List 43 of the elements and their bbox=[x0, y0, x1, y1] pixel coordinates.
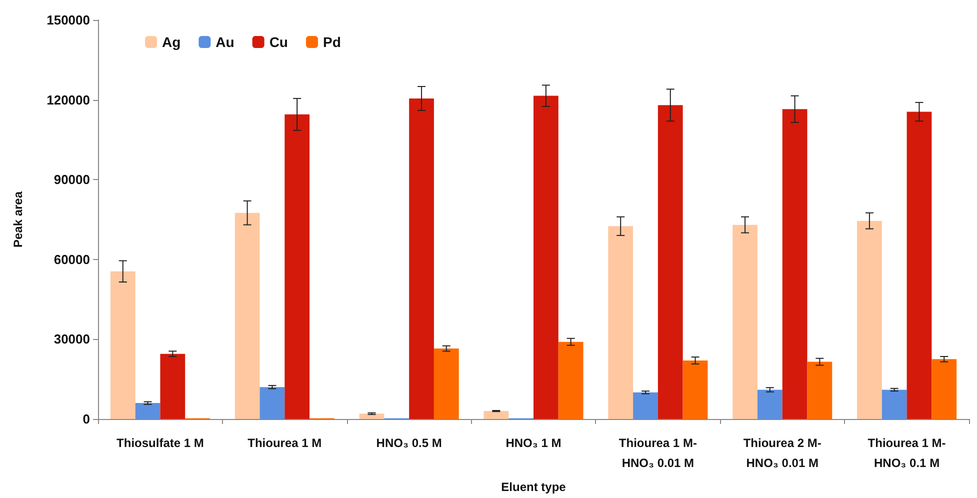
bar bbox=[110, 271, 136, 419]
x-tick-label: Thiourea 1 M- HNO₃ 0.01 M bbox=[618, 436, 697, 470]
bar bbox=[160, 354, 186, 419]
x-tick-label: HNO₃ 1 M bbox=[506, 436, 562, 450]
y-tick-label: 30000 bbox=[54, 332, 90, 347]
bar bbox=[359, 414, 384, 419]
x-tick-label: Thiosulfate 1 M bbox=[116, 436, 204, 450]
bar bbox=[932, 359, 957, 419]
y-tick-label: 120000 bbox=[46, 92, 90, 108]
bar bbox=[732, 224, 758, 419]
bar bbox=[135, 403, 160, 419]
bar bbox=[633, 392, 658, 419]
legend-label: Au bbox=[216, 34, 234, 50]
bar bbox=[558, 342, 584, 419]
y-tick-label: 150000 bbox=[46, 12, 90, 28]
bar bbox=[534, 96, 558, 419]
bar bbox=[807, 362, 832, 419]
y-axis-title: Peak area bbox=[11, 191, 25, 248]
bar bbox=[409, 98, 434, 419]
bar bbox=[234, 212, 260, 419]
bar bbox=[757, 390, 782, 419]
y-tick-label: 60000 bbox=[54, 252, 90, 267]
bar bbox=[906, 112, 932, 419]
bar bbox=[484, 411, 509, 419]
bar bbox=[782, 109, 808, 419]
bar bbox=[658, 105, 683, 419]
bar bbox=[857, 220, 882, 419]
bar bbox=[284, 114, 310, 419]
legend-label: Pd bbox=[322, 34, 341, 50]
legend-label: Ag bbox=[162, 34, 181, 50]
x-tick-label: Thiourea 2 M- HNO₃ 0.01 M bbox=[743, 436, 822, 470]
bar bbox=[882, 390, 907, 419]
x-tick-label: Thiourea 1 M bbox=[248, 436, 322, 450]
y-tick-label: 90000 bbox=[54, 172, 90, 188]
x-axis-title: Eluent type bbox=[501, 480, 566, 494]
legend-label: Cu bbox=[269, 34, 288, 50]
bar bbox=[434, 348, 459, 419]
x-tick-label: Thiourea 1 M- HNO₃ 0.1 M bbox=[868, 436, 946, 470]
x-tick-label: HNO₃ 0.5 M bbox=[376, 436, 442, 450]
y-tick-label: 0 bbox=[82, 412, 90, 426]
bar bbox=[682, 360, 708, 419]
bar bbox=[260, 387, 285, 419]
bar bbox=[608, 226, 634, 419]
